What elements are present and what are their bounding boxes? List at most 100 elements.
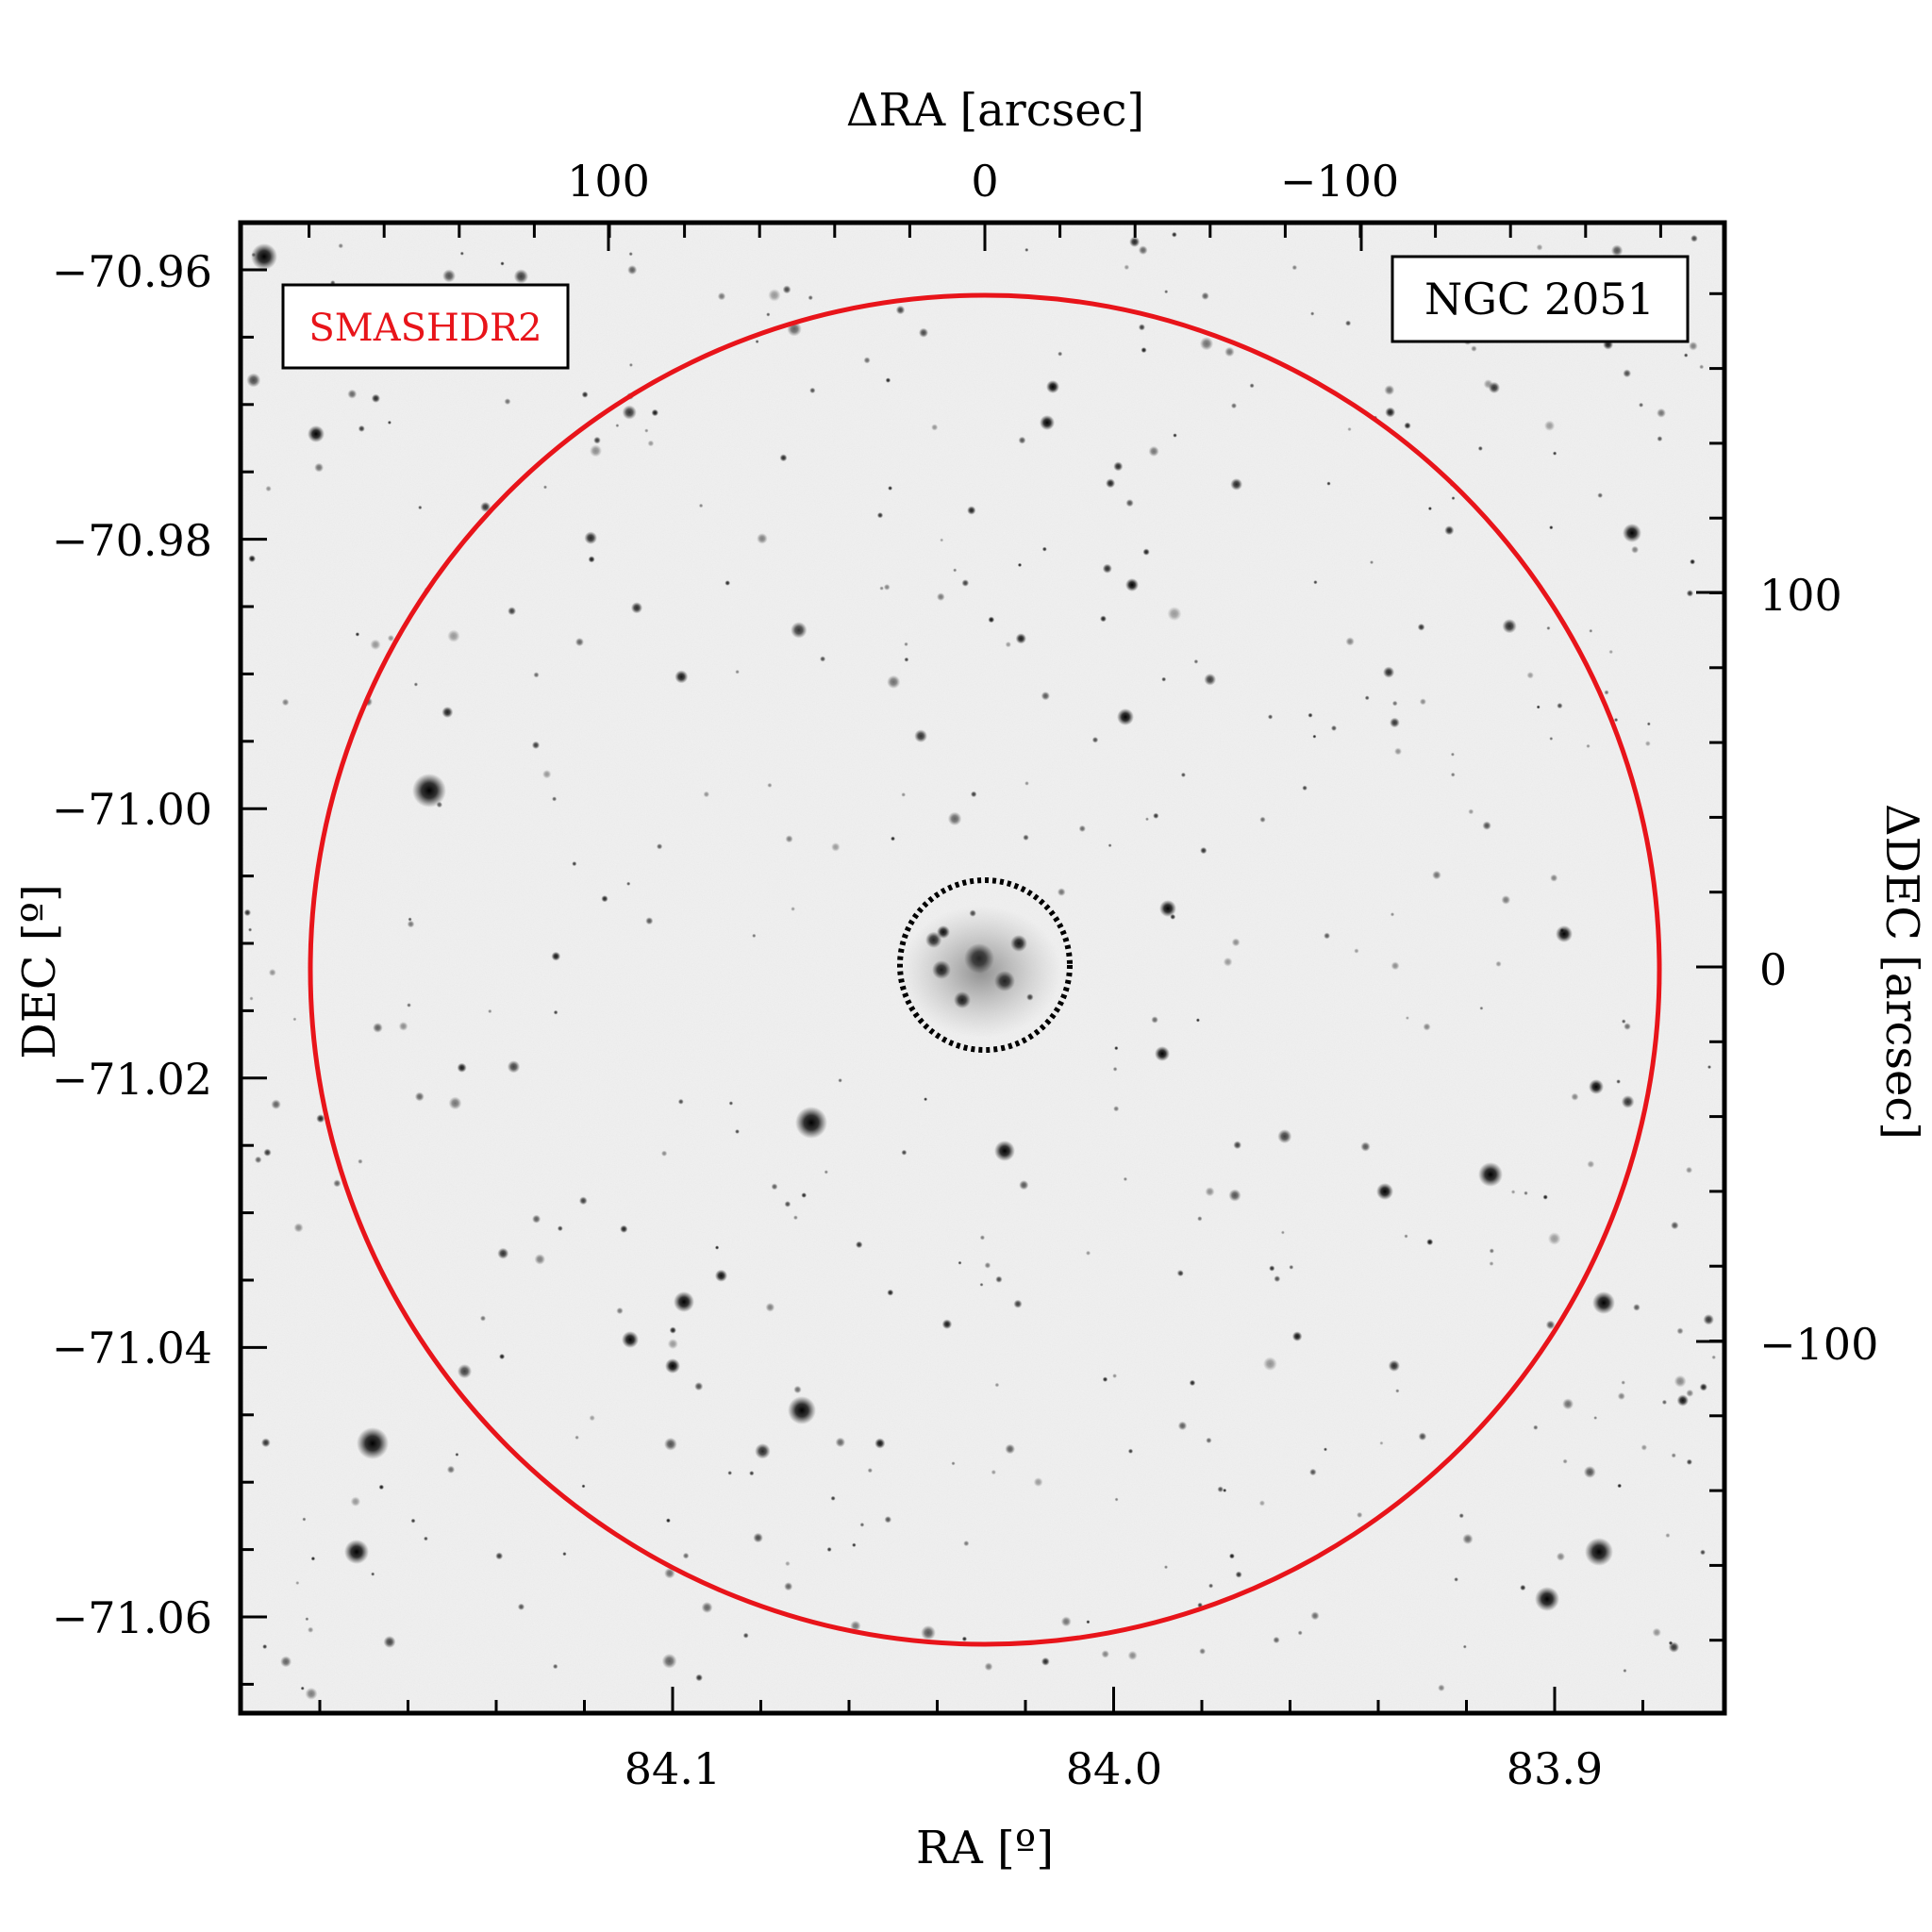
faint-star xyxy=(1297,1630,1303,1636)
faint-star xyxy=(667,1339,678,1350)
faint-star xyxy=(480,501,491,512)
faint-star xyxy=(575,638,585,647)
faint-star xyxy=(1617,1483,1623,1489)
faint-star xyxy=(901,792,907,797)
faint-star xyxy=(728,1101,734,1106)
faint-star xyxy=(793,1385,802,1394)
faint-star xyxy=(262,1643,268,1650)
faint-star xyxy=(414,1091,425,1102)
faint-star xyxy=(951,1461,956,1466)
faint-star xyxy=(1671,1453,1676,1458)
faint-star xyxy=(1106,478,1116,489)
faint-star xyxy=(1450,752,1455,757)
faint-star xyxy=(1102,563,1112,574)
faint-star xyxy=(1291,1331,1303,1341)
faint-star xyxy=(1641,1444,1648,1451)
faint-star xyxy=(1571,1092,1579,1101)
faint-star xyxy=(753,1532,763,1543)
star xyxy=(1589,1079,1604,1094)
faint-star xyxy=(1163,1565,1169,1570)
faint-star xyxy=(1369,560,1374,565)
faint-star xyxy=(1657,436,1663,442)
faint-star xyxy=(1102,1376,1108,1382)
dec-tick-label: −71.04 xyxy=(52,1323,212,1374)
faint-star xyxy=(436,801,443,808)
faint-star xyxy=(1536,243,1543,251)
faint-star xyxy=(1277,1129,1292,1144)
faint-star xyxy=(1258,1500,1266,1507)
faint-star xyxy=(254,1156,262,1164)
faint-star xyxy=(572,861,577,867)
faint-star xyxy=(1639,402,1644,408)
faint-star xyxy=(251,252,257,258)
faint-star xyxy=(724,580,731,586)
faint-star xyxy=(1502,619,1517,634)
faint-star xyxy=(785,835,793,843)
faint-star xyxy=(1177,1421,1188,1431)
faint-star xyxy=(1587,1160,1595,1169)
faint-star xyxy=(1205,1187,1215,1197)
faint-star xyxy=(1674,1374,1687,1388)
faint-star xyxy=(1610,244,1624,257)
faint-star xyxy=(1151,1016,1158,1024)
ra-tick-label: 84.1 xyxy=(625,1743,721,1794)
faint-star xyxy=(1189,1379,1196,1387)
faint-star xyxy=(1562,1458,1568,1464)
faint-star xyxy=(1621,1019,1626,1024)
ddec-tick-label: −100 xyxy=(1759,1319,1878,1370)
faint-star xyxy=(1017,562,1023,568)
faint-star xyxy=(1391,700,1398,707)
faint-star xyxy=(645,917,654,925)
faint-star xyxy=(970,791,977,798)
faint-star xyxy=(1307,712,1313,718)
faint-star xyxy=(677,1098,684,1105)
faint-star xyxy=(714,1245,720,1250)
faint-star xyxy=(1345,637,1355,646)
faint-star xyxy=(1589,628,1593,633)
faint-star xyxy=(500,261,505,266)
faint-star xyxy=(1230,478,1243,491)
faint-star xyxy=(1699,364,1705,370)
faint-star xyxy=(961,579,970,587)
faint-star xyxy=(801,1192,808,1198)
faint-star xyxy=(1267,714,1274,720)
star xyxy=(344,1540,369,1564)
faint-star xyxy=(446,1465,456,1474)
faint-star xyxy=(504,398,511,406)
faint-star xyxy=(1274,1275,1281,1283)
faint-star xyxy=(1427,507,1432,511)
faint-star xyxy=(358,1158,363,1164)
faint-star xyxy=(593,436,601,444)
faint-star xyxy=(1201,291,1209,300)
dec-tick-label: −71.00 xyxy=(52,784,212,835)
faint-star xyxy=(1357,1511,1363,1519)
faint-star xyxy=(1404,422,1411,429)
star-field xyxy=(243,231,1716,1700)
faint-star xyxy=(1167,607,1182,622)
faint-star xyxy=(1562,1398,1574,1410)
faint-star xyxy=(1608,649,1613,655)
faint-star xyxy=(835,1437,846,1448)
faint-star xyxy=(308,1626,314,1633)
faint-star xyxy=(1543,420,1556,431)
faint-star xyxy=(714,1269,728,1282)
faint-star xyxy=(984,1261,991,1269)
faint-star xyxy=(305,1617,309,1622)
faint-star xyxy=(661,1653,677,1669)
faint-star xyxy=(735,669,740,675)
faint-star xyxy=(628,362,634,367)
faint-star xyxy=(1041,546,1047,552)
faint-star xyxy=(1091,737,1099,743)
faint-star xyxy=(1085,1250,1091,1256)
faint-star xyxy=(1552,451,1557,456)
faint-star xyxy=(1005,641,1012,648)
faint-star xyxy=(767,782,773,789)
faint-star xyxy=(1685,1166,1693,1174)
faint-star xyxy=(1078,824,1087,833)
faint-star xyxy=(1330,724,1338,732)
faint-star xyxy=(895,305,906,315)
faint-star xyxy=(1676,1394,1690,1407)
cluster-label: NGC 2051 xyxy=(1424,274,1655,325)
faint-star xyxy=(1161,676,1167,682)
